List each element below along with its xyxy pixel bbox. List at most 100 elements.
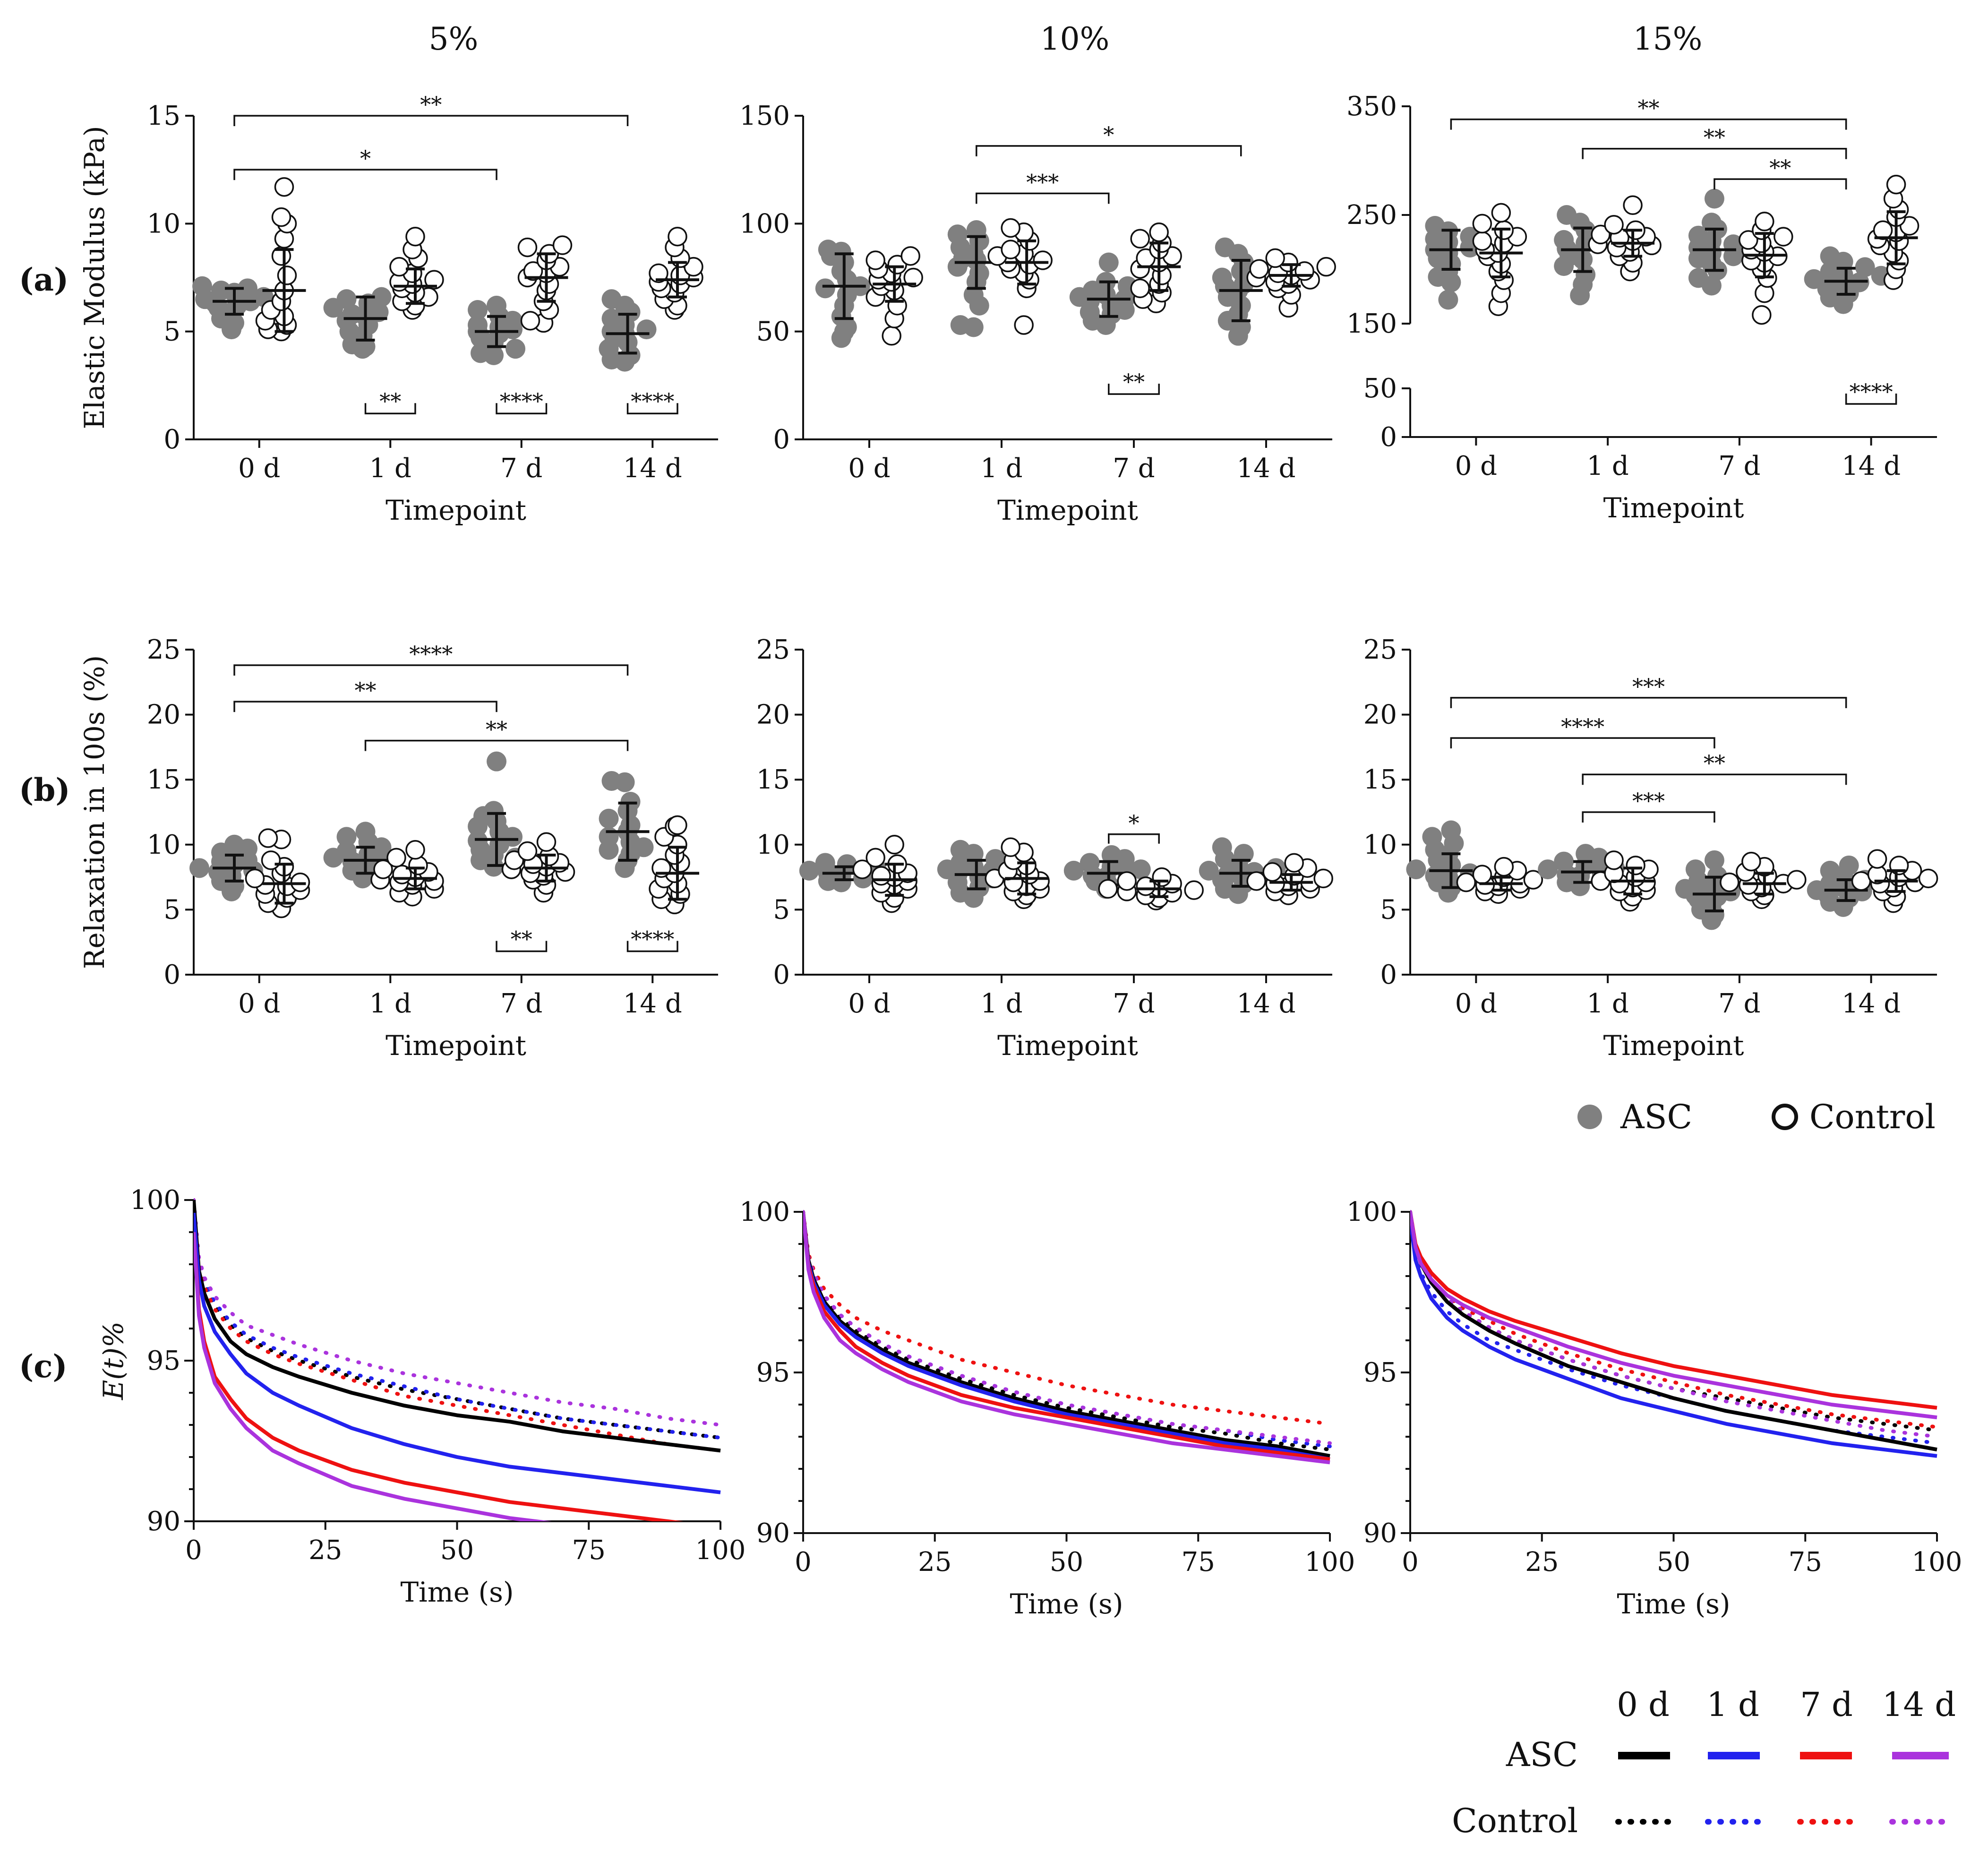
- asc-point: [1704, 850, 1724, 870]
- asc-point: [947, 224, 968, 245]
- asc-point: [336, 827, 357, 847]
- y-tick-label: 95: [147, 1346, 180, 1376]
- significance-label: ****: [409, 641, 453, 667]
- asc-point: [1212, 837, 1232, 857]
- asc-point: [1098, 252, 1119, 273]
- significance-bracket: [976, 145, 1242, 156]
- asc-point: [1101, 845, 1122, 865]
- y-tick-label: 90: [756, 1518, 790, 1549]
- series-line-control-1-d: [194, 1198, 722, 1440]
- x-axis-title: Timepoint: [1603, 1029, 1744, 1062]
- y-tick-label: 5: [163, 894, 180, 925]
- control-point: [668, 815, 687, 835]
- asc-point: [1855, 257, 1875, 277]
- control-point: [1262, 862, 1282, 882]
- y-tick-label: 5: [163, 317, 180, 347]
- significance-bracket: [626, 403, 678, 414]
- asc-point: [815, 853, 835, 873]
- control-point: [523, 261, 543, 281]
- control-point: [1246, 871, 1266, 891]
- series-line-asc-14-d: [1410, 1211, 1937, 1420]
- asc-point: [471, 343, 491, 363]
- curve-legend-header-0d: 0 d: [1617, 1685, 1670, 1724]
- row-label-b: (b): [19, 772, 70, 808]
- asc-point: [599, 808, 619, 829]
- x-tick-label: 0 d: [848, 453, 890, 484]
- significance-label: ****: [1850, 379, 1893, 404]
- series-line-asc-0-d: [803, 1211, 1330, 1458]
- panel-a-5pct: 0 5 10 15 0 d 1 d 7 d 14 d Timepoint Elastic Modu…: [78, 92, 718, 526]
- asc-point: [1422, 827, 1442, 847]
- control-point: [1755, 212, 1774, 232]
- x-tick-label: 25: [308, 1535, 342, 1566]
- series-line-asc-7-d: [803, 1211, 1330, 1461]
- x-tick-label: 0 d: [848, 988, 890, 1019]
- control-point: [1491, 203, 1511, 223]
- x-tick-label: 50: [1657, 1547, 1690, 1578]
- asc-point: [1704, 189, 1724, 209]
- x-tick-label: 1 d: [980, 453, 1022, 484]
- control-point: [1316, 257, 1336, 277]
- control-point: [1313, 868, 1333, 889]
- control-point: [1472, 214, 1492, 234]
- asc-point: [355, 822, 376, 842]
- x-tick-label: 0: [795, 1547, 812, 1578]
- significance-label: ****: [500, 388, 543, 414]
- y-tick-label: 50: [756, 317, 790, 347]
- significance-label: *: [1129, 810, 1140, 836]
- control-point: [1149, 222, 1169, 242]
- asc-point: [966, 220, 986, 240]
- x-tick-label: 25: [918, 1547, 951, 1578]
- y-tick-label: 25: [1363, 634, 1397, 665]
- asc-point: [1576, 265, 1596, 285]
- plot-area: [803, 1210, 1332, 1465]
- control-point: [405, 840, 425, 860]
- control-point: [1591, 224, 1611, 245]
- significance-label: **: [1769, 155, 1791, 180]
- asc-point: [1425, 216, 1445, 236]
- y-tick-label: 90: [1363, 1518, 1397, 1549]
- column-title-10: 10%: [1040, 21, 1110, 57]
- y-tick-label: 350: [1346, 91, 1397, 122]
- control-point: [1152, 867, 1172, 887]
- asc-point: [487, 295, 507, 316]
- plot-area: [1410, 1210, 1939, 1458]
- control-point: [1623, 195, 1643, 215]
- series-line-asc-1-d: [1410, 1218, 1937, 1458]
- legend-asc-marker: [1577, 1105, 1602, 1129]
- significance-label: **: [1704, 750, 1725, 776]
- significance-bracket: [364, 403, 416, 414]
- control-point: [852, 859, 872, 879]
- control-point: [405, 226, 425, 247]
- curve-legend-header-1d: 1 d: [1706, 1685, 1759, 1724]
- series-line-asc-1-d: [194, 1212, 721, 1494]
- control-point: [389, 257, 409, 277]
- x-axis-title: Time (s): [1617, 1588, 1730, 1620]
- panel-c-10pct: 90 95 100 0 25 50 75 100 Time (s): [739, 1197, 1355, 1620]
- y-tick-label: 10: [147, 830, 180, 860]
- control-point: [424, 270, 444, 290]
- asc-point: [601, 289, 622, 309]
- x-tick-label: 25: [1525, 1547, 1559, 1578]
- series-line-asc-0-d: [1410, 1211, 1937, 1452]
- x-tick-label: 1 d: [1586, 988, 1628, 1019]
- asc-point: [1688, 268, 1708, 288]
- control-point: [1001, 218, 1020, 238]
- control-point: [900, 246, 920, 266]
- control-point: [517, 237, 538, 257]
- x-tick-label: 7 d: [1718, 451, 1760, 481]
- significance-bracket: [233, 701, 497, 712]
- significance-label: **: [355, 677, 377, 703]
- x-tick-label: 0 d: [238, 453, 280, 484]
- control-point: [1001, 837, 1020, 857]
- significance-bracket: [1845, 393, 1897, 405]
- asc-point: [1554, 230, 1574, 250]
- significance-bracket: [496, 403, 548, 414]
- asc-point: [1131, 859, 1151, 880]
- y-tick-label: 25: [147, 634, 180, 665]
- control-point: [1284, 853, 1304, 873]
- control-point: [517, 841, 538, 861]
- significance-bracket: [1582, 773, 1847, 785]
- row-label-c: (c): [19, 1348, 68, 1385]
- control-point: [258, 828, 278, 848]
